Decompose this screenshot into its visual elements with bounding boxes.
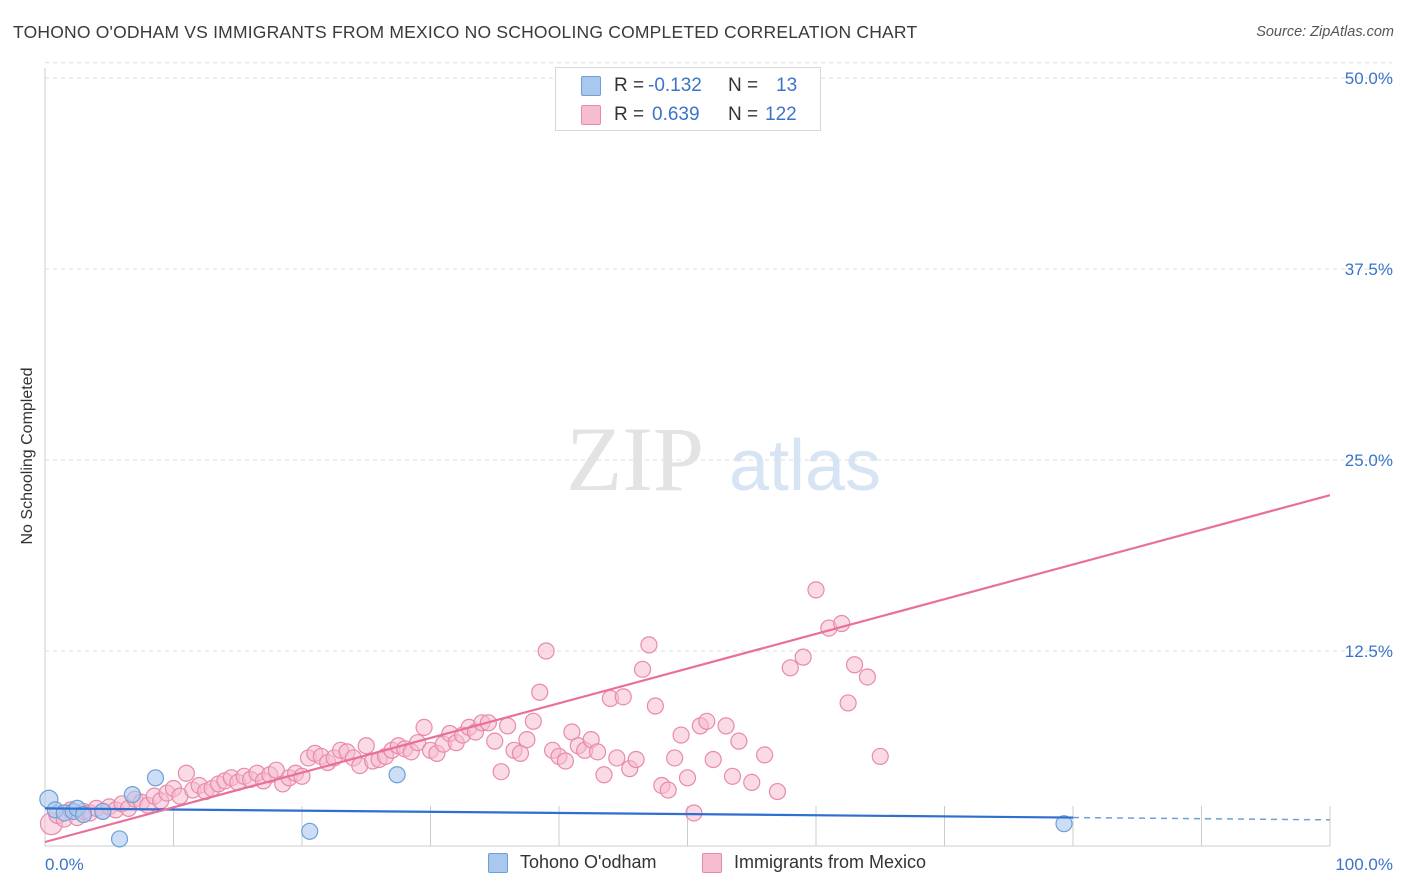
legend-swatch-pink bbox=[702, 853, 722, 873]
legend-label: Immigrants from Mexico bbox=[734, 852, 927, 872]
grid bbox=[45, 62, 1392, 652]
data-point-tohono bbox=[74, 805, 93, 824]
data-point-mexico bbox=[614, 688, 632, 706]
data-point-tohono bbox=[301, 822, 319, 840]
data-point-mexico bbox=[267, 761, 285, 779]
trend-line-tohono-extension bbox=[1072, 816, 1331, 821]
source-label: Source: ZipAtlas.com bbox=[1256, 24, 1394, 40]
legend-n-value: 122 bbox=[765, 104, 797, 125]
data-point-mexico bbox=[755, 746, 774, 764]
data-point-tohono bbox=[110, 830, 129, 848]
legend-r-label: R = bbox=[614, 75, 645, 96]
y-axis-label: No Schooling Completed bbox=[19, 367, 36, 545]
y-tick-label: 50.0% bbox=[1345, 69, 1393, 88]
data-point-mexico bbox=[524, 712, 542, 730]
trend-lines bbox=[44, 494, 1331, 844]
data-point-tohono bbox=[94, 802, 112, 821]
legend-n-label: N = bbox=[728, 75, 759, 96]
data-point-mexico bbox=[698, 712, 716, 730]
data-point-mexico bbox=[640, 636, 658, 654]
data-point-mexico bbox=[723, 767, 742, 785]
series-immigrants-from-mexico bbox=[39, 581, 889, 836]
data-point-mexico bbox=[807, 581, 825, 599]
data-point-mexico bbox=[659, 781, 677, 799]
legend-r-value: -0.132 bbox=[648, 75, 702, 96]
data-point-mexico bbox=[666, 749, 684, 767]
data-point-tohono bbox=[123, 786, 141, 804]
data-point-mexico bbox=[704, 750, 722, 769]
data-point-mexico bbox=[871, 747, 889, 766]
legend-row-mexico: R = 0.639 N = 122 bbox=[556, 100, 820, 130]
watermark: ZIP atlas bbox=[566, 408, 881, 510]
data-point-mexico bbox=[678, 769, 697, 787]
data-point-mexico bbox=[672, 726, 690, 744]
data-point-mexico bbox=[486, 732, 504, 750]
data-point-mexico bbox=[627, 750, 645, 769]
watermark-zip: ZIP bbox=[566, 408, 704, 510]
tick-labels: 12.5% 25.0% 37.5% 50.0% 0.0% 100.0% bbox=[45, 69, 1393, 874]
data-point-mexico bbox=[499, 717, 517, 735]
legend-n-label: N = bbox=[728, 104, 759, 125]
data-point-mexico bbox=[608, 749, 626, 767]
data-point-mexico bbox=[492, 763, 510, 781]
data-point-mexico bbox=[177, 764, 195, 782]
data-point-mexico bbox=[717, 717, 735, 735]
y-tick-label: 25.0% bbox=[1345, 451, 1393, 470]
data-point-mexico bbox=[839, 694, 857, 712]
data-point-mexico bbox=[858, 668, 877, 686]
x-tick-label: 0.0% bbox=[45, 855, 84, 874]
data-point-mexico bbox=[646, 697, 664, 715]
data-point-mexico bbox=[588, 743, 607, 761]
data-point-mexico bbox=[537, 642, 555, 660]
legend-row-tohono: R = -0.132 N = 13 bbox=[556, 71, 820, 101]
data-point-tohono bbox=[146, 769, 165, 787]
data-point-mexico bbox=[768, 782, 787, 801]
data-point-mexico bbox=[730, 732, 748, 750]
data-point-mexico bbox=[781, 659, 799, 677]
data-point-mexico bbox=[743, 773, 761, 792]
data-point-mexico bbox=[845, 656, 864, 674]
data-point-tohono bbox=[388, 766, 406, 784]
watermark-atlas: atlas bbox=[729, 426, 881, 506]
data-point-mexico bbox=[511, 744, 530, 762]
legend-r-value: 0.639 bbox=[652, 104, 700, 125]
legend-swatch-pink bbox=[581, 105, 601, 125]
legend-r-label: R = bbox=[614, 104, 645, 125]
legend-n-value: 13 bbox=[776, 75, 798, 96]
data-point-mexico bbox=[415, 718, 433, 737]
trend-line-mexico bbox=[44, 494, 1331, 844]
data-point-tohono bbox=[1055, 815, 1073, 833]
data-point-mexico bbox=[595, 766, 613, 784]
data-point-mexico bbox=[518, 731, 536, 749]
data-point-mexico bbox=[563, 723, 581, 741]
data-point-mexico bbox=[357, 737, 375, 755]
data-point-mexico bbox=[685, 804, 703, 822]
legend-swatch-blue bbox=[581, 76, 601, 96]
y-tick-label: 12.5% bbox=[1345, 642, 1393, 661]
legend-swatch-blue bbox=[488, 853, 508, 873]
chart-title: TOHONO O'ODHAM VS IMMIGRANTS FROM MEXICO… bbox=[13, 22, 918, 42]
data-point-mexico bbox=[531, 683, 549, 701]
y-tick-label: 37.5% bbox=[1345, 260, 1393, 279]
x-tick-label: 100.0% bbox=[1335, 855, 1393, 874]
trend-line-tohono bbox=[44, 807, 1074, 819]
data-point-mexico bbox=[794, 648, 812, 666]
legend-label: Tohono O'odham bbox=[520, 852, 657, 872]
data-point-mexico bbox=[633, 660, 652, 678]
correlation-legend: R = -0.132 N = 13 R = 0.639 N = 122 bbox=[555, 67, 821, 131]
data-point-mexico bbox=[556, 752, 575, 770]
